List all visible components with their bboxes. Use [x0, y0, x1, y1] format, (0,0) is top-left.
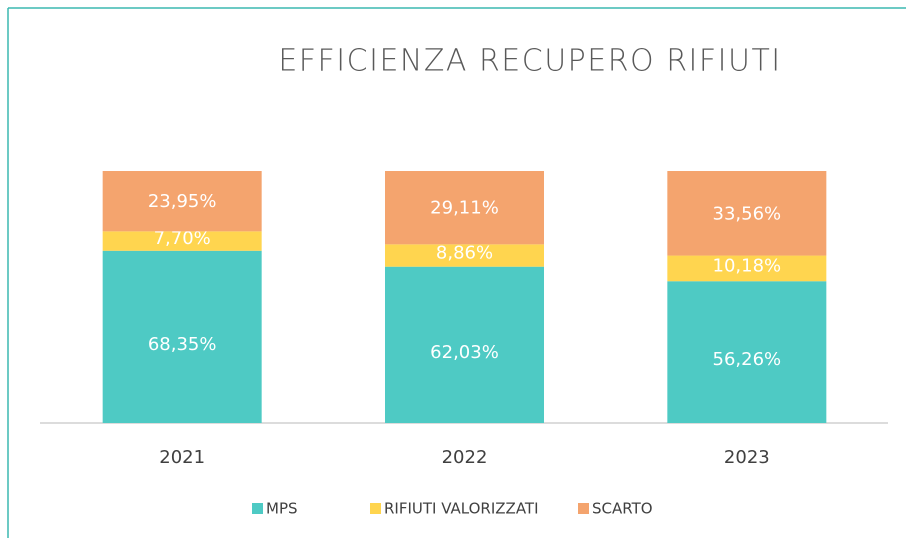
bar-segment — [667, 255, 827, 282]
chart-title: EFFICIENZA RECUPERO RIFIUTI — [278, 44, 781, 79]
bar-segment — [385, 244, 544, 267]
legend-swatch — [370, 503, 381, 514]
legend-swatch — [252, 503, 263, 514]
legend-label: MPS — [266, 500, 298, 518]
bar-segment — [667, 281, 827, 423]
data-label: 29,11% — [430, 198, 499, 219]
data-label: 7,70% — [154, 228, 211, 249]
bar-segment — [385, 266, 544, 423]
bar-segment — [102, 171, 262, 232]
data-label: 56,26% — [713, 349, 782, 370]
legend-label: RIFIUTI VALORIZZATI — [384, 500, 539, 518]
legend-swatch — [578, 503, 589, 514]
data-label: 68,35% — [148, 334, 217, 355]
bar-segment — [102, 250, 262, 423]
bar-segment — [667, 171, 827, 256]
data-label: 8,86% — [436, 243, 493, 264]
data-label: 10,18% — [713, 255, 782, 276]
data-label: 23,95% — [148, 191, 217, 212]
x-tick-label: 2021 — [159, 447, 205, 468]
legend-label: SCARTO — [592, 500, 653, 518]
bar-segment — [102, 231, 262, 251]
x-tick-label: 2022 — [442, 447, 488, 468]
x-tick-label: 2023 — [724, 447, 770, 468]
data-label: 33,56% — [713, 203, 782, 224]
bar-segment — [385, 171, 544, 245]
data-label: 62,03% — [430, 342, 499, 363]
